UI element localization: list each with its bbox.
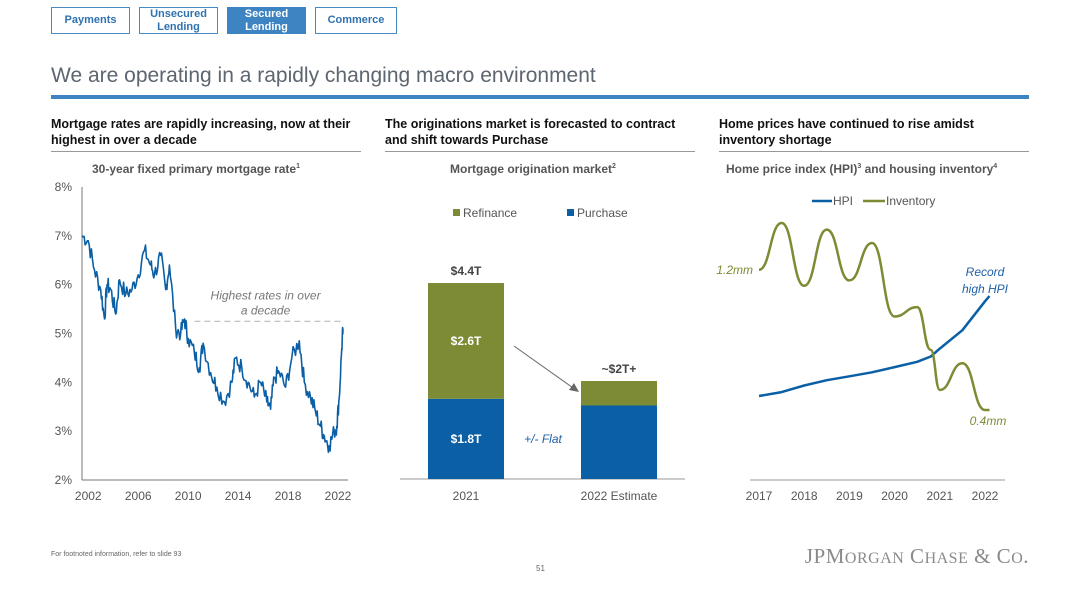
hpi-subtitle: Home price index (HPI)3 and housing inve…	[726, 162, 997, 176]
footnote-marker: 3	[857, 163, 862, 170]
y-tick-label: 8%	[55, 180, 73, 194]
company-logo: JPMORGAN CHASE & CO.	[804, 544, 1029, 568]
x-tick-label: 2022	[972, 489, 999, 503]
x-tick-label: 2019	[836, 489, 863, 503]
footnote-marker: 2	[612, 163, 616, 170]
y-tick-label: 3%	[55, 424, 73, 438]
x-tick-label: 2018	[791, 489, 818, 503]
bar-refinance	[428, 283, 504, 399]
tab-secured-lending[interactable]: Secured Lending	[227, 7, 306, 34]
page-title: We are operating in a rapidly changing m…	[51, 64, 596, 87]
y-tick-label: 6%	[55, 278, 73, 292]
hpi-series-line	[758, 295, 991, 398]
refinance-value-label: $2.6T	[451, 334, 482, 348]
y-tick-label: 5%	[55, 327, 73, 341]
legend-swatch-refinance	[453, 209, 460, 216]
hpi-subtitle-text-b: and housing inventory	[861, 162, 994, 176]
tab-unsecured-lending[interactable]: Unsecured Lending	[139, 7, 218, 34]
legend-label-hpi: HPI	[833, 194, 853, 208]
footnote-marker: 4	[993, 163, 998, 170]
title-divider	[51, 95, 1029, 99]
mortgage-rate-series-line	[81, 235, 344, 454]
x-tick-label: 2020	[881, 489, 908, 503]
bar-refinance	[581, 381, 657, 406]
x-tick-label: 2018	[275, 489, 302, 503]
y-tick-label: 4%	[55, 375, 73, 389]
x-tick-label: 2010	[175, 489, 202, 503]
record-hpi-label-line2: high HPI	[962, 282, 1009, 296]
y-tick-label: 7%	[55, 229, 73, 243]
annotation-label-line1: Highest rates in over	[211, 288, 322, 302]
hpi-subtitle-text-a: Home price index (HPI)	[726, 162, 858, 176]
x-tick-label: 2017	[746, 489, 773, 503]
tab-payments[interactable]: Payments	[51, 7, 130, 34]
trend-arrow-line	[513, 345, 577, 391]
x-tick-label: 2022	[325, 489, 352, 503]
legend-label-inventory: Inventory	[886, 194, 935, 208]
left-column-heading: Mortgage rates are rapidly increasing, n…	[51, 116, 361, 152]
mortgage-rate-subtitle-text: 30-year fixed primary mortgage rate	[92, 162, 297, 176]
hpi-inventory-chart: 2017 2018 2019 2020 2021 2022 HPI Inventory 1.2m…	[716, 194, 1009, 503]
total-label-2021: $4.4T	[451, 264, 482, 278]
legend-swatch-purchase	[567, 209, 574, 216]
mortgage-rate-subtitle: 30-year fixed primary mortgage rate1	[92, 162, 300, 176]
legend-label-refinance: Refinance	[463, 206, 517, 220]
trend-arrow-head	[569, 383, 579, 392]
x-tick-label: 2006	[125, 489, 152, 503]
bar-purchase	[428, 398, 504, 479]
x-category-label: 2021	[453, 489, 480, 503]
inventory-end-label: 0.4mm	[970, 414, 1007, 428]
x-tick-label: 2021	[926, 489, 953, 503]
origination-subtitle-text: Mortgage origination market	[450, 162, 613, 176]
segment-tabs: Payments Unsecured Lending Secured Lendi…	[51, 7, 397, 34]
bar-purchase	[581, 405, 657, 479]
y-tick-label: 2%	[55, 473, 73, 487]
record-hpi-label-line1: Record	[966, 265, 1005, 279]
right-column-heading: Home prices have continued to rise amids…	[719, 116, 1029, 152]
tab-commerce[interactable]: Commerce	[315, 7, 397, 34]
footnote: For footnoted information, refer to slid…	[51, 551, 182, 558]
legend-label-purchase: Purchase	[577, 206, 628, 220]
x-tick-label: 2014	[225, 489, 252, 503]
inventory-start-label: 1.2mm	[716, 263, 753, 277]
footnote-marker: 1	[296, 163, 300, 170]
inventory-series-line	[758, 221, 990, 412]
x-category-label: 2022 Estimate	[581, 489, 658, 503]
flat-note-label: +/- Flat	[524, 432, 562, 446]
annotation-label-line2: a decade	[241, 303, 291, 317]
page-number: 51	[536, 564, 545, 573]
total-label-2022: ~$2T+	[602, 362, 637, 376]
purchase-value-label: $1.8T	[451, 432, 482, 446]
x-tick-label: 2002	[75, 489, 102, 503]
origination-bar-chart: Refinance Purchase 2021 2022 Estimate $4.4T $…	[400, 206, 685, 503]
mortgage-rate-chart: 2% 3% 4% 5% 6% 7% 8% 2002 2006 2010 2014 2018 2022 Hi…	[55, 180, 352, 503]
origination-subtitle: Mortgage origination market2	[450, 162, 616, 176]
middle-column-heading: The originations market is forecasted to…	[385, 116, 695, 152]
